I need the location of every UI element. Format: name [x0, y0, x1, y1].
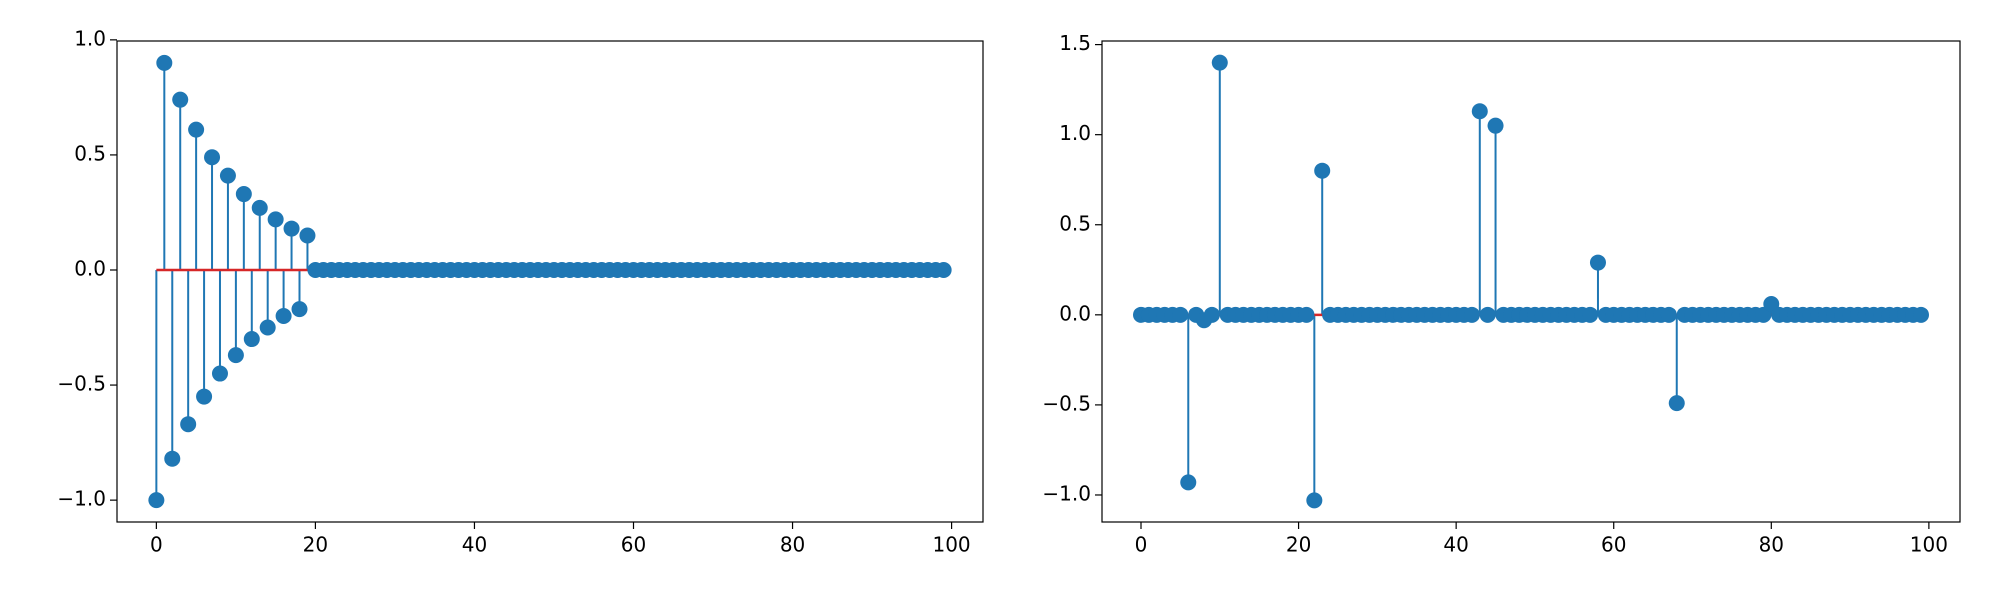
x-tick-label: 80 — [1759, 533, 1784, 557]
y-tick-label: 1.0 — [74, 26, 106, 50]
marker — [1463, 306, 1480, 323]
x-tick-label: 80 — [780, 533, 805, 557]
marker — [291, 301, 308, 318]
marker — [219, 167, 236, 184]
marker — [1314, 162, 1331, 179]
marker — [172, 91, 189, 108]
marker — [1487, 117, 1504, 134]
marker — [251, 199, 268, 216]
x-tick-label: 60 — [1601, 533, 1626, 557]
marker — [204, 149, 221, 166]
axes-frame — [116, 40, 984, 523]
x-tick-label: 0 — [1135, 533, 1148, 557]
marker — [1203, 306, 1220, 323]
marker — [299, 227, 316, 244]
marker — [935, 261, 952, 278]
marker — [1668, 395, 1685, 412]
marker — [1172, 306, 1189, 323]
y-tick-label: 0.0 — [1059, 301, 1091, 325]
x-tick-label: 40 — [1443, 533, 1468, 557]
x-tick-label: 20 — [303, 533, 328, 557]
x-tick-label: 100 — [932, 533, 970, 557]
marker — [1471, 103, 1488, 120]
marker — [1211, 54, 1228, 71]
marker — [211, 365, 228, 382]
marker — [1660, 306, 1677, 323]
x-tick-label: 100 — [1910, 533, 1948, 557]
y-tick-label: 0.5 — [1059, 211, 1091, 235]
y-tick-label: −1.0 — [57, 487, 106, 511]
x-tick-label: 60 — [621, 533, 646, 557]
marker — [1582, 306, 1599, 323]
marker — [148, 492, 165, 509]
marker — [243, 331, 260, 348]
x-tick-label: 20 — [1286, 533, 1311, 557]
y-tick-label: 1.5 — [1059, 31, 1091, 55]
marker — [156, 54, 173, 71]
x-tick-label: 0 — [150, 533, 163, 557]
marker — [275, 308, 292, 325]
marker — [1180, 474, 1197, 491]
y-tick-label: −0.5 — [1042, 391, 1091, 415]
marker — [164, 450, 181, 467]
marker — [1589, 254, 1606, 271]
x-tick-label: 40 — [462, 533, 487, 557]
marker — [235, 186, 252, 203]
marker — [196, 388, 213, 405]
marker — [1298, 306, 1315, 323]
marker — [267, 211, 284, 228]
marker — [188, 121, 205, 138]
marker — [180, 416, 197, 433]
marker — [1306, 492, 1323, 509]
marker — [1913, 306, 1929, 323]
marker — [259, 319, 276, 336]
y-tick-label: 0.0 — [74, 256, 106, 280]
y-tick-label: 1.0 — [1059, 121, 1091, 145]
y-tick-label: −1.0 — [1042, 481, 1091, 505]
marker — [227, 347, 244, 364]
marker — [283, 220, 300, 237]
marker — [1479, 306, 1496, 323]
axes-frame — [1101, 40, 1961, 523]
y-tick-label: −0.5 — [57, 372, 106, 396]
y-tick-label: 0.5 — [74, 141, 106, 165]
